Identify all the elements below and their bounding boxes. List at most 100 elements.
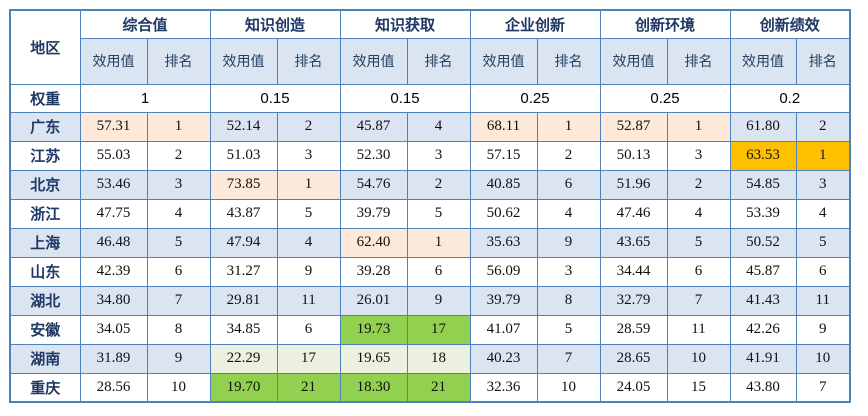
rank-cell: 2 [536,140,601,171]
group-header-knowledge-creation: 知识创造 [209,9,341,39]
utility-value-cell: 28.59 [599,314,668,345]
weight-value: 0.15 [209,83,341,113]
table-row: 湖北 34.80 7 29.81 11 26.01 9 39.79 8 32.79 7 41.43 11 [9,285,851,316]
rank-cell: 7 [536,343,601,374]
group-header-knowledge-acquisition: 知识获取 [339,9,471,39]
rank-cell: 21 [276,372,341,403]
rank-cell: 6 [146,256,211,287]
weight-value: 0.2 [729,83,851,113]
rank-cell: 3 [795,169,851,200]
rank-cell: 9 [536,227,601,258]
table-row: 安徽 34.05 8 34.85 6 19.73 17 41.07 5 28.59 11 42.26 9 [9,314,851,345]
utility-value-cell: 34.44 [599,256,668,287]
rank-cell: 3 [276,140,341,171]
weight-value: 0.15 [339,83,471,113]
rank-cell: 6 [406,256,471,287]
weight-row: 权重 1 0.15 0.15 0.25 0.25 0.2 [9,83,851,113]
rank-cell: 15 [666,372,731,403]
rank-cell: 10 [536,372,601,403]
rank-cell: 4 [795,198,851,229]
utility-value-cell: 28.65 [599,343,668,374]
utility-value-cell: 57.15 [469,140,538,171]
utility-value-cell: 43.80 [729,372,797,403]
rank-cell: 21 [406,372,471,403]
utility-value-cell: 47.75 [79,198,148,229]
table-row: 湖南 31.89 9 22.29 17 19.65 18 40.23 7 28.65 10 41.91… [9,343,851,374]
utility-value-cell: 45.87 [729,256,797,287]
rank-cell: 1 [795,140,851,171]
utility-value-cell: 34.05 [79,314,148,345]
weight-value: 0.25 [469,83,601,113]
rank-cell: 6 [795,256,851,287]
subheader-rank: 排名 [146,37,211,85]
utility-value-cell: 43.87 [209,198,278,229]
rank-cell: 8 [146,314,211,345]
rank-cell: 3 [406,140,471,171]
table-row: 江苏 55.03 2 51.03 3 52.30 3 57.15 2 50.13 3 63.53 1 [9,140,851,171]
rank-cell: 7 [795,372,851,403]
group-header-composite: 综合值 [79,9,211,39]
subheader-utility: 效用值 [469,37,538,85]
rank-cell: 1 [536,111,601,142]
utility-value-cell: 22.29 [209,343,278,374]
utility-value-cell: 62.40 [339,227,408,258]
utility-value-cell: 18.30 [339,372,408,403]
group-header-innovation-performance: 创新绩效 [729,9,851,39]
utility-value-cell: 50.13 [599,140,668,171]
rank-cell: 9 [795,314,851,345]
rank-cell: 2 [795,111,851,142]
utility-value-cell: 31.89 [79,343,148,374]
group-header-row: 地区 综合值 知识创造 知识获取 企业创新 创新环境 创新绩效 [9,9,851,85]
subheader-row: 效用值 排名 效用值 排名 效用值 排名 效用值 排名 效用值 排名 效用值 排… [10,37,851,85]
utility-value-cell: 54.85 [729,169,797,200]
rank-cell: 5 [795,227,851,258]
utility-value-cell: 54.76 [339,169,408,200]
utility-value-cell: 53.46 [79,169,148,200]
utility-value-cell: 41.07 [469,314,538,345]
rank-cell: 9 [406,285,471,316]
rank-cell: 9 [276,256,341,287]
table-row: 北京 53.46 3 73.85 1 54.76 2 40.85 6 51.96 2 54.85 3 [9,169,851,200]
rank-cell: 1 [276,169,341,200]
subheader-rank: 排名 [795,37,851,85]
utility-value-cell: 24.05 [599,372,668,403]
rank-cell: 5 [666,227,731,258]
rank-cell: 2 [666,169,731,200]
rank-cell: 11 [795,285,851,316]
rank-cell: 4 [666,198,731,229]
subheader-utility: 效用值 [79,37,148,85]
table-body: 广东 57.31 1 52.14 2 45.87 4 68.11 1 52.87 1 61.80 2 江苏… [9,111,851,403]
rank-cell: 2 [276,111,341,142]
utility-value-cell: 52.14 [209,111,278,142]
utility-value-cell: 19.73 [339,314,408,345]
utility-value-cell: 40.23 [469,343,538,374]
rank-cell: 1 [146,111,211,142]
region-cell: 江苏 [9,140,81,171]
utility-value-cell: 31.27 [209,256,278,287]
utility-value-cell: 42.39 [79,256,148,287]
group-header-enterprise-innovation: 企业创新 [469,9,601,39]
rank-cell: 6 [666,256,731,287]
utility-value-cell: 19.70 [209,372,278,403]
rank-cell: 7 [666,285,731,316]
rank-cell: 2 [406,169,471,200]
utility-value-cell: 73.85 [209,169,278,200]
region-header: 地区 [9,9,81,85]
rank-cell: 18 [406,343,471,374]
rank-cell: 6 [276,314,341,345]
rank-cell: 3 [536,256,601,287]
utility-value-cell: 50.62 [469,198,538,229]
region-cell: 山东 [9,256,81,287]
utility-value-cell: 52.30 [339,140,408,171]
utility-value-cell: 55.03 [79,140,148,171]
subheader-rank: 排名 [276,37,341,85]
utility-value-cell: 68.11 [469,111,538,142]
utility-value-cell: 35.63 [469,227,538,258]
utility-value-cell: 52.87 [599,111,668,142]
utility-value-cell: 46.48 [79,227,148,258]
region-cell: 湖北 [9,285,81,316]
utility-value-cell: 34.80 [79,285,148,316]
utility-value-cell: 41.43 [729,285,797,316]
utility-value-cell: 32.36 [469,372,538,403]
subheader-utility: 效用值 [729,37,797,85]
